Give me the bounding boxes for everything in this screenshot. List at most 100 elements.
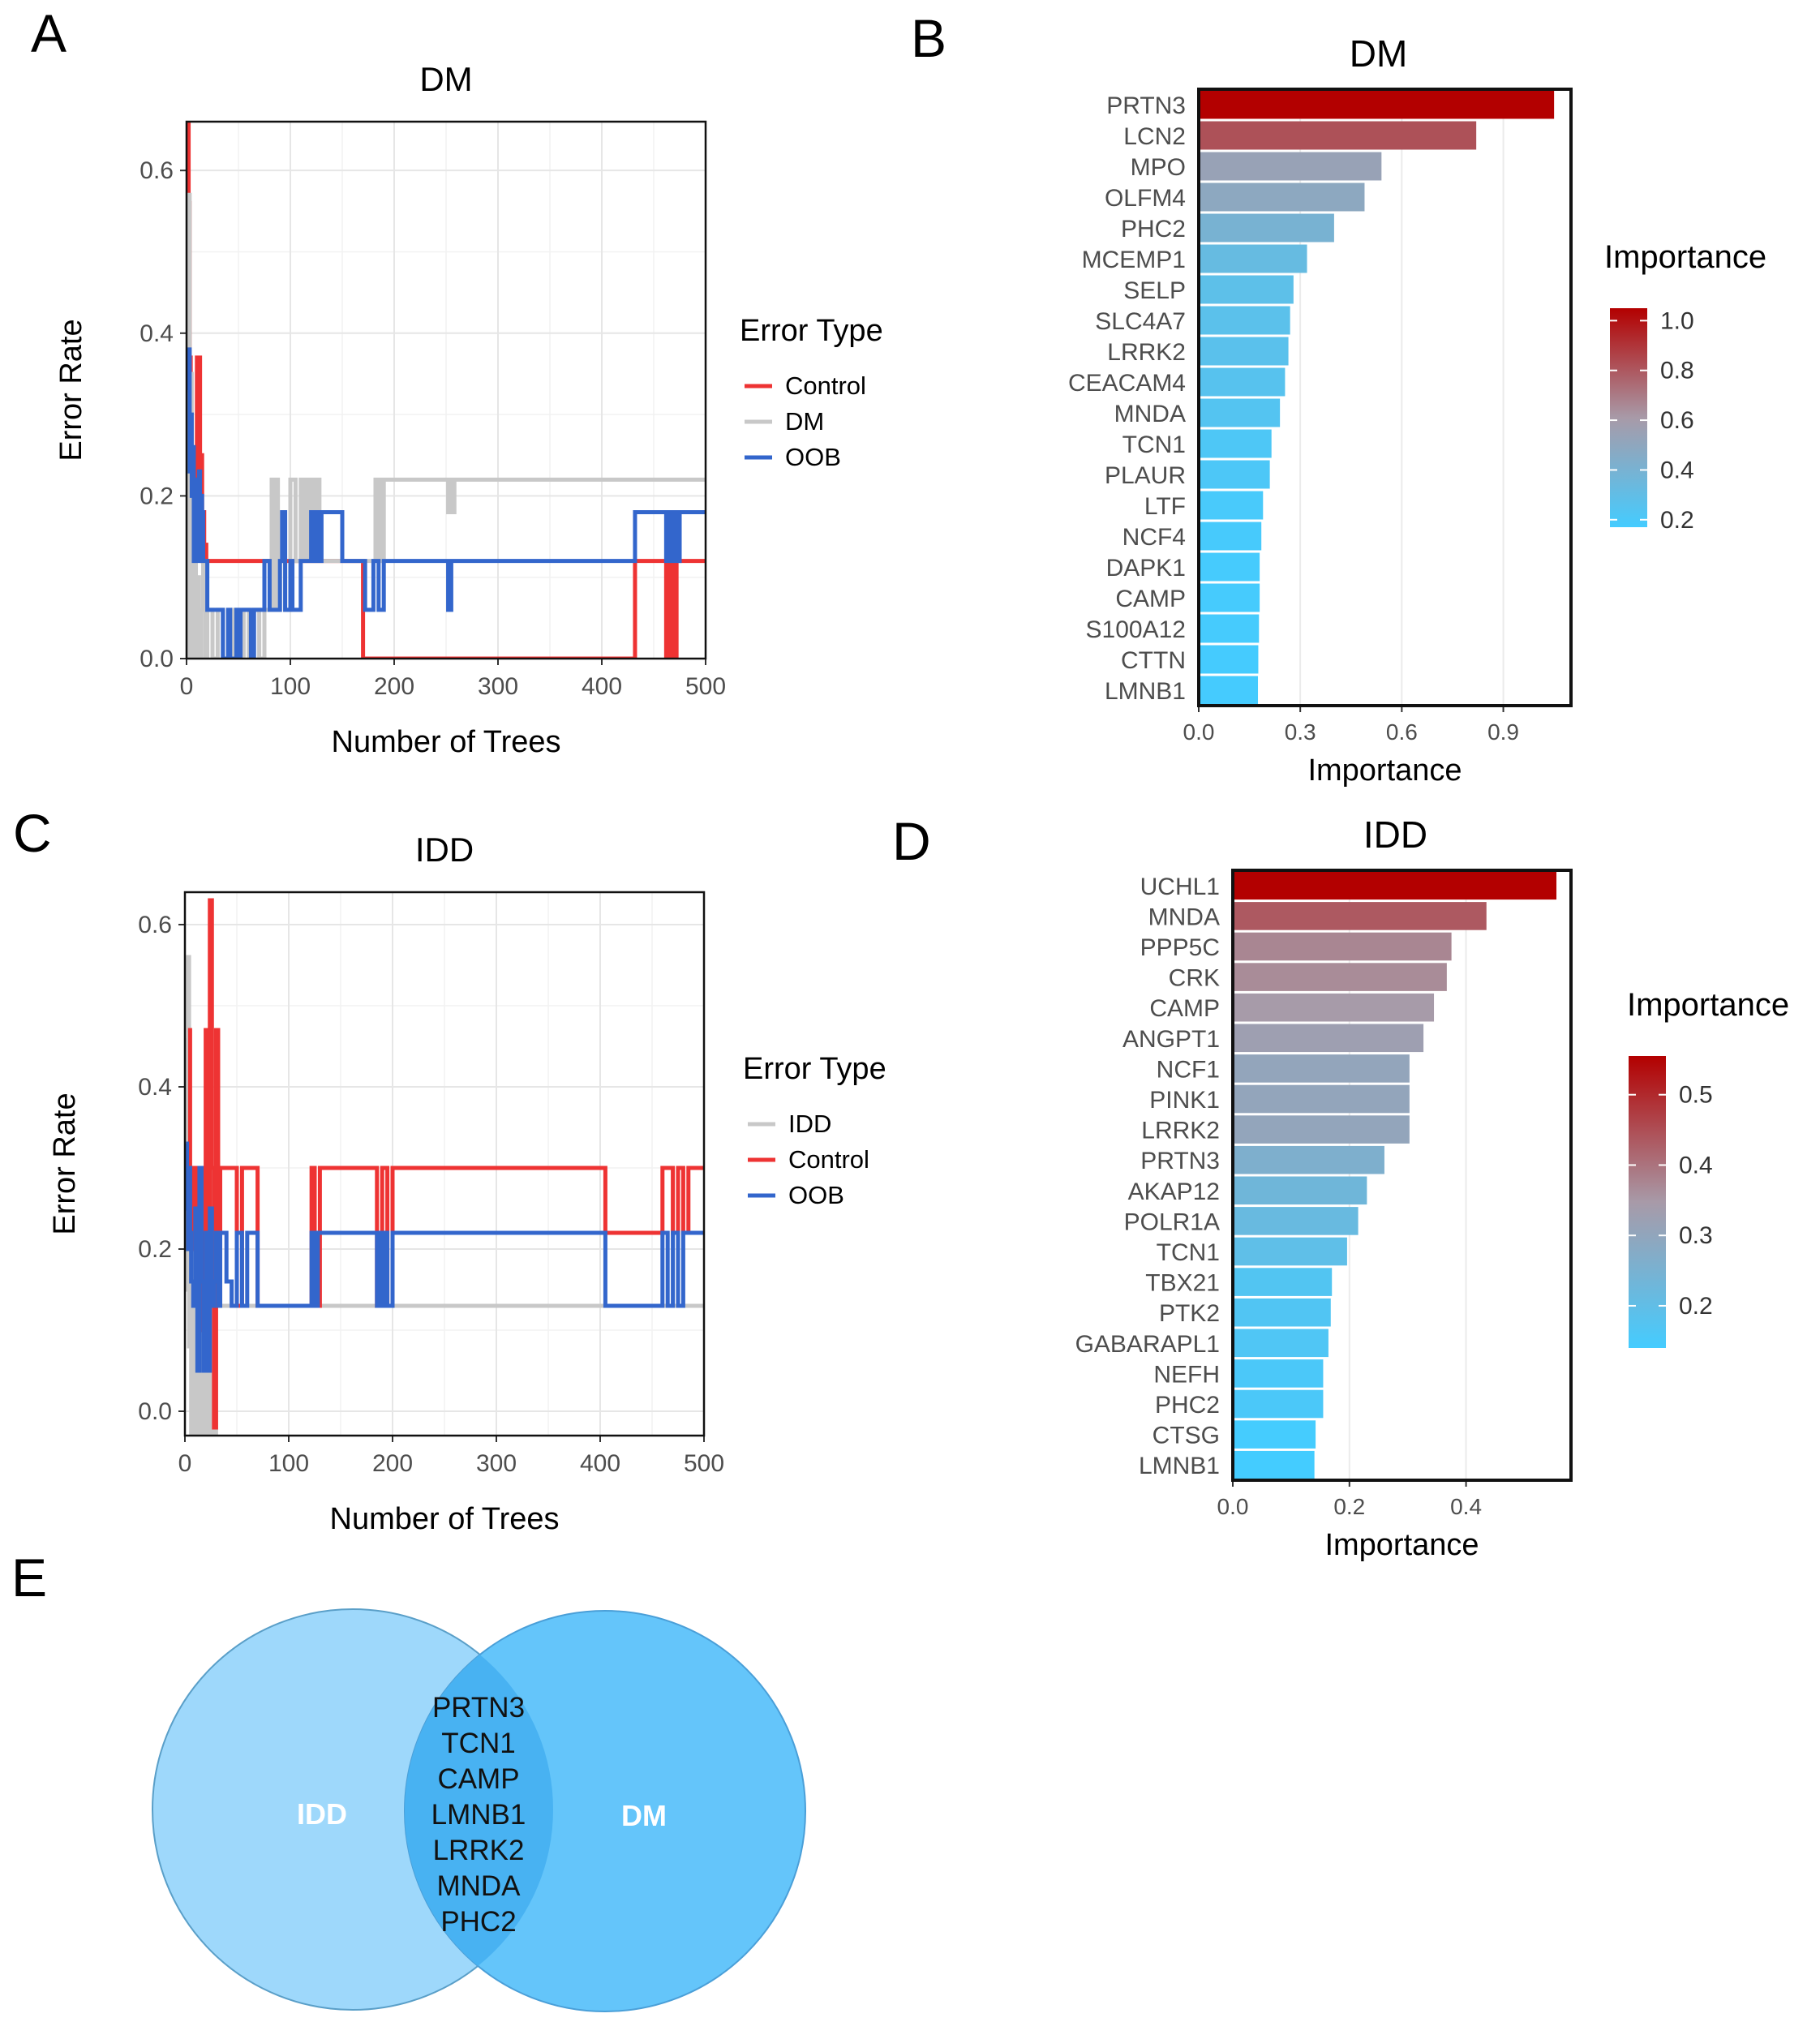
colorbar-tick-label: 0.4 [1660,457,1694,483]
category-label: TCN1 [1157,1239,1220,1266]
bar [1199,337,1289,366]
chart-title: IDD [415,831,474,869]
x-tick-label: 0.6 [1386,719,1418,745]
chart-title: DM [1350,32,1408,75]
colorbar-tick-label: 1.0 [1660,307,1694,334]
panel-c-error-rate-chart: IDD 0 100 200 300 400 500 0.0 0.2 0.4 0.6 Number of… [48,831,886,1536]
bar [1233,871,1557,900]
x-tick-label: 400 [580,1450,620,1477]
venn-overlap [405,1611,553,2010]
category-label: AKAP12 [1128,1178,1220,1205]
x-axis-label: Number of Trees [332,725,561,759]
colorbar-tick-label: 0.2 [1660,507,1694,534]
colorbar [1629,1056,1666,1348]
bar [1233,1115,1410,1144]
category-label: NCF4 [1122,524,1186,551]
category-label: PRTN3 [1106,92,1186,119]
bar [1233,1237,1347,1266]
category-label: CAMP [1115,586,1186,612]
bar [1199,645,1259,674]
panel-label-c: C [13,803,52,863]
category-label: OLFM4 [1105,185,1186,212]
legend-entry: DM [785,407,824,436]
bar [1233,1176,1367,1205]
colorbar-tick-label: 0.4 [1679,1152,1713,1178]
x-tick-label: 500 [684,1450,724,1477]
category-label: CTTN [1121,647,1186,674]
x-tick-label: 0 [178,1450,192,1477]
category-label: GABARAPL1 [1075,1331,1220,1358]
category-label: DAPK1 [1106,555,1186,582]
category-label: UCHL1 [1140,874,1220,900]
bar [1199,90,1555,119]
venn-label-idd: IDD [297,1797,347,1831]
category-label: TCN1 [1122,431,1186,458]
y-axis-label: Error Rate [48,1093,82,1234]
bar [1233,1084,1410,1114]
legend-title: Importance [1604,239,1766,275]
category-label: PINK1 [1149,1087,1220,1114]
bar [1199,676,1259,705]
category-label: MCEMP1 [1082,247,1186,273]
series-line-oob [187,347,706,659]
chart-title: DM [419,60,472,98]
colorbar-tick-label: 0.6 [1660,407,1694,434]
category-label: LRRK2 [1107,339,1186,366]
bar [1199,522,1262,551]
bar [1233,1298,1331,1327]
x-tick-label: 200 [374,673,414,700]
x-tick-label: 0.9 [1487,719,1519,745]
category-label: CAMP [1149,995,1220,1022]
category-label: LMNB1 [1139,1453,1220,1479]
panel-d-importance-chart: IDD 0.0 0.2 0.4 UCHL1 MNDA PPP5C CRK CAMP ANGPT1 N… [1075,814,1790,1562]
x-tick-label: 0.0 [1217,1494,1249,1519]
chart-title: IDD [1363,814,1427,856]
category-label: ANGPT1 [1122,1026,1220,1053]
legend-entry: Control [788,1145,869,1174]
category-label: S100A12 [1086,616,1186,643]
bar [1233,1024,1424,1053]
y-tick-label: 0.4 [140,320,174,347]
legend-entry: OOB [785,443,841,471]
bar [1233,1329,1329,1358]
bar [1199,614,1260,643]
category-label: SELP [1123,277,1186,304]
colorbar-tick-label: 0.5 [1679,1082,1713,1109]
colorbar-tick-label: 0.2 [1679,1293,1713,1320]
category-label: PLAUR [1105,462,1186,489]
category-label: LTF [1144,493,1186,520]
colorbar-tick-label: 0.8 [1660,358,1694,384]
bar [1199,491,1264,520]
bar [1233,1207,1359,1235]
panel-a-error-rate-chart: DM 0 100 200 300 400 500 0.0 0.2 0.4 0.6 Number of … [54,60,883,759]
bar [1233,963,1447,991]
panel-label-e: E [11,1548,47,1608]
x-tick-label: 400 [582,673,622,700]
panel-e-venn-diagram: IDD DM PRTN3 TCN1 CAMP LMNB1 LRRK2 MNDA … [152,1608,806,2012]
y-axis-label: Error Rate [54,319,88,461]
bar [1199,152,1382,181]
venn-shared-gene: PHC2 [440,1906,516,1938]
y-tick-label: 0.0 [138,1398,172,1425]
category-label: PPP5C [1140,934,1220,961]
venn-shared-gene: MNDA [436,1870,521,1902]
category-label: TBX21 [1145,1270,1220,1297]
category-label: LMNB1 [1105,678,1186,705]
category-label: NCF1 [1157,1056,1220,1083]
plot-border [185,120,707,660]
x-tick-label: 0 [180,673,194,700]
venn-shared-gene: CAMP [437,1763,519,1795]
legend-entry: Control [785,371,866,400]
category-label: CEACAM4 [1068,370,1186,397]
x-axis-label: Importance [1324,1528,1479,1562]
y-tick-label: 0.2 [138,1236,172,1263]
bar [1233,1145,1384,1174]
category-label: CRK [1169,965,1220,992]
bar [1199,552,1260,582]
bar [1233,1359,1324,1388]
x-tick-label: 0.0 [1183,719,1215,745]
legend-title: Importance [1627,987,1789,1023]
bar [1233,902,1487,930]
colorbar [1610,308,1647,527]
